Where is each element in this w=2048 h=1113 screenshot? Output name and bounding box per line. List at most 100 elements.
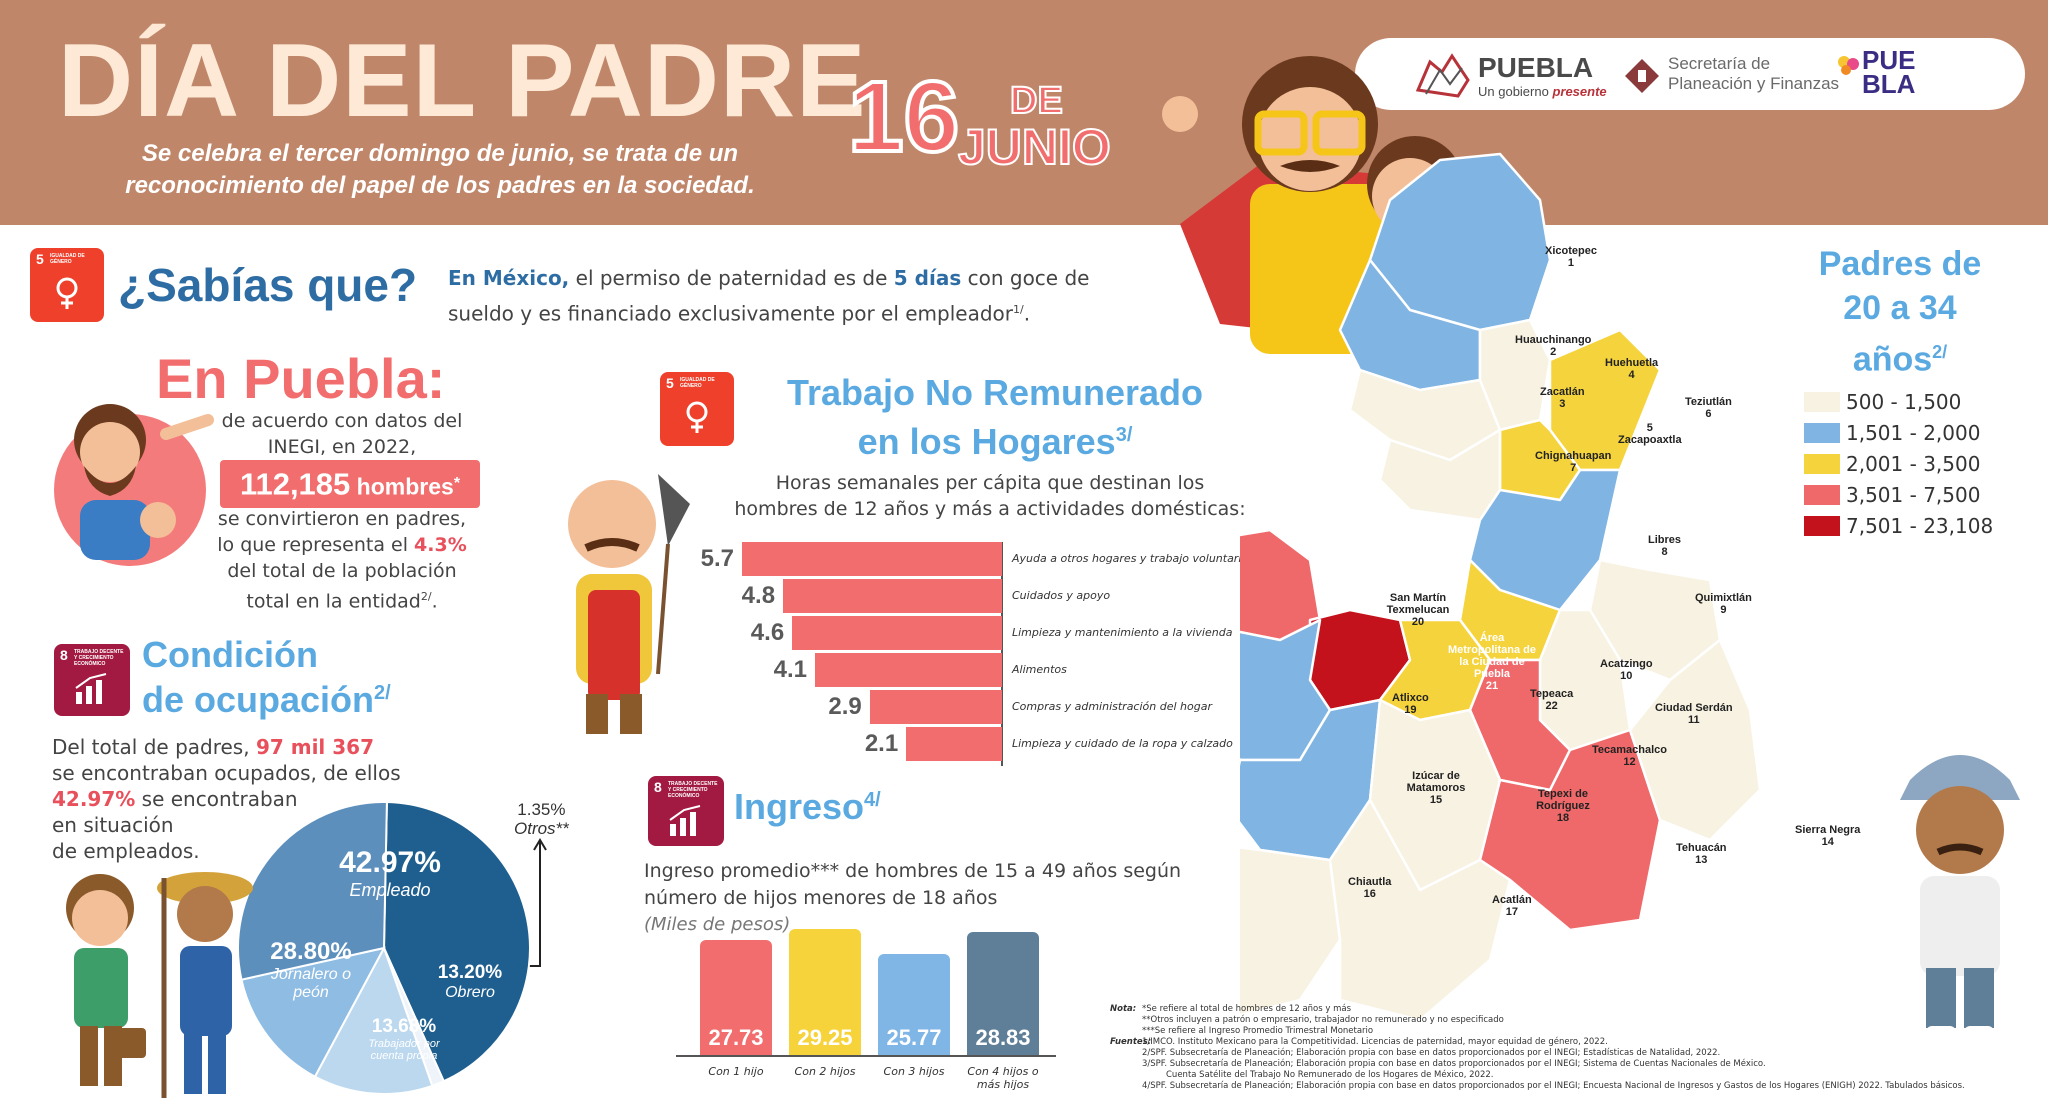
legend-swatch [1804,454,1840,474]
pie-slice-2 [313,945,434,1095]
trabajo-bar [906,727,1002,761]
sabias-ref: 1/ [1013,303,1024,316]
trabajo-sub2: hombres de 12 años y más a actividades d… [734,498,1246,520]
condicion-title: Condición de ocupación2/ [142,636,391,719]
region-name: Sierra Negra [1795,824,1861,836]
trabajo-bar-value: 5.7 [700,545,734,572]
map-label-10: Acatzingo 10 [1600,658,1653,682]
region-num: 8 [1661,546,1668,558]
tagline-a: Un gobierno [1478,84,1553,99]
occupation-pie-chart [237,801,531,1095]
pie-pct: 13.68% [371,1016,437,1037]
ingreso-bar-value: 28.83 [975,1025,1031,1050]
father-baby-illustration [54,404,214,566]
sdg-8-badge-ingreso: 8 TRABAJO DECENTE Y CRECIMIENTO ECONÓMIC… [648,776,724,846]
cond-t4: en situación [52,813,174,837]
hombres-star: * [453,475,461,492]
nota-3: ***Se refiere al Ingreso Promedio Trimes… [1142,1026,1374,1036]
hombres-number: 112,185 [239,466,351,502]
sdg-8-badge: 8 TRABAJO DECENTE Y CRECIMIENTO ECONÓMIC… [54,644,130,716]
flower-icon [1838,56,1859,75]
gender-equality-icon [686,401,708,433]
legend-title-a: Padres de [1818,245,1982,283]
region-name: San Martín Texmelucan [1386,592,1450,616]
region-num: 17 [1505,906,1518,918]
ingreso-bar [878,953,950,1055]
fuente-1: 1/IMCO. Instituto Mexicano para la Compe… [1142,1037,1608,1047]
trabajo-bar-value: 4.1 [773,656,807,683]
region-name: Tehuacán [1676,842,1727,854]
region-num: 14 [1821,836,1834,848]
pie-pct: 42.97% [339,846,441,879]
trabajo-title: Trabajo No Remunerado en los Hogares3/ [745,372,1245,463]
pue-text: PUE [1862,45,1916,75]
condicion-ref: 2/ [374,682,391,704]
cond-t3: se encontraban [135,787,298,811]
trabajo-bar [814,653,1002,687]
nota-key: Nota: [1110,1004,1137,1014]
pie-name: Trabajador por cuenta propia [368,1038,440,1062]
legend-label: 1,501 - 2,000 [1846,421,1981,445]
region-name: Zacatlán [1540,386,1585,398]
tagline-b: presente [1552,84,1607,99]
pie-label-obrero: 13.20% Obrero [420,962,520,1002]
logo-bar [1355,38,2025,110]
map-label-4: Huehuetla 4 [1605,357,1658,381]
secretaria-line1: Secretaría de [1668,54,1771,73]
workers-illustration [66,872,253,1098]
region-name: Acatzingo [1600,658,1653,670]
fuente-2: 2/SPF. Subsecretaría de Planeación; Elab… [1142,1048,1721,1058]
region-name: Teziutlán [1685,396,1732,408]
region-name: Chignahuapan [1535,450,1612,462]
ingreso-bar-value: 25.77 [886,1025,942,1050]
region-num: 19 [1404,704,1417,716]
sdg-label: TRABAJO DECENTE Y CRECIMIENTO ECONÓMICO [668,781,718,799]
region-num: 4 [1628,369,1635,381]
ingreso-line2: número de hijos menores de 18 años [644,887,998,909]
puebla-line3: se convirtieron en padres, [217,508,467,530]
map-label-6: Teziutlán 6 [1685,396,1732,420]
map-region-chiautla [1240,846,1342,1017]
puebla-line2: INEGI, en 2022, [267,436,417,458]
region-num: 5 [1646,422,1653,434]
region-name: Libres [1648,534,1682,546]
sdg-label: IGUALDAD DE GÉNERO [50,253,85,265]
region-num: 18 [1556,812,1570,824]
condicion-title-a: Condición [142,634,318,675]
sabias-days: 5 días [893,266,962,290]
ingreso-bar-label: Con 3 hijos [883,1065,945,1078]
pie-slice-3 [240,946,386,1079]
map-label-20: San Martín Texmelucan 20 [1376,592,1460,628]
ingreso-bar-label: Con 1 hijo [708,1065,764,1078]
map-label-11: Ciudad Serdán 11 [1655,702,1733,726]
trabajo-bar [783,579,1002,613]
map-label-18: Tepexi de Rodríguez 18 [1530,788,1596,824]
map-label-22: Tepeaca 22 [1530,688,1573,712]
puebla-logo: PUEBLA Un gobierno presente [1412,48,1607,104]
map-label-2: Huauchinango 2 [1515,334,1591,358]
legend-label: 500 - 1,500 [1846,390,1962,414]
map-label-5: 5 Zacapoaxtla [1618,422,1682,446]
hombres-box: 112,185 hombres* [220,460,480,508]
trabajo-bar-label: Alimentos [1012,663,1067,676]
sabias-text-a: el permiso de paternidad es de [569,266,894,290]
map-region-atlixco [1240,618,1332,762]
pie-pct: 13.20% [437,962,503,983]
trabajo-subtitle: Horas semanales per cápita que destinan … [720,470,1260,522]
sabias-title: ¿Sabías que? [118,259,418,311]
trabajo-bar-label: Limpieza y mantenimiento a la vivienda [1012,626,1233,639]
trabajo-title-a: Trabajo No Remunerado [786,372,1204,413]
pie-label-cuenta-propia: 13.68% Trabajador por cuenta propia [356,1016,452,1062]
growth-chart-icon [75,673,107,704]
ingreso-bar-value: 27.73 [708,1025,764,1050]
bla-text: BLA [1862,69,1916,99]
legend-swatch [1804,423,1840,443]
region-num: 2 [1550,346,1557,358]
map-label-7: Chignahuapan 7 [1535,450,1611,474]
sdg-number: 8 [654,779,662,795]
trabajo-bar-label: Limpieza y cuidado de la ropa y calzado [1012,737,1233,750]
ingreso-bar [700,939,772,1055]
region-name: Izúcar de Matamoros [1406,770,1466,794]
date-month: JUNIO [957,118,1112,176]
sdg-label: TRABAJO DECENTE Y CRECIMIENTO ECONÓMICO [74,649,124,667]
